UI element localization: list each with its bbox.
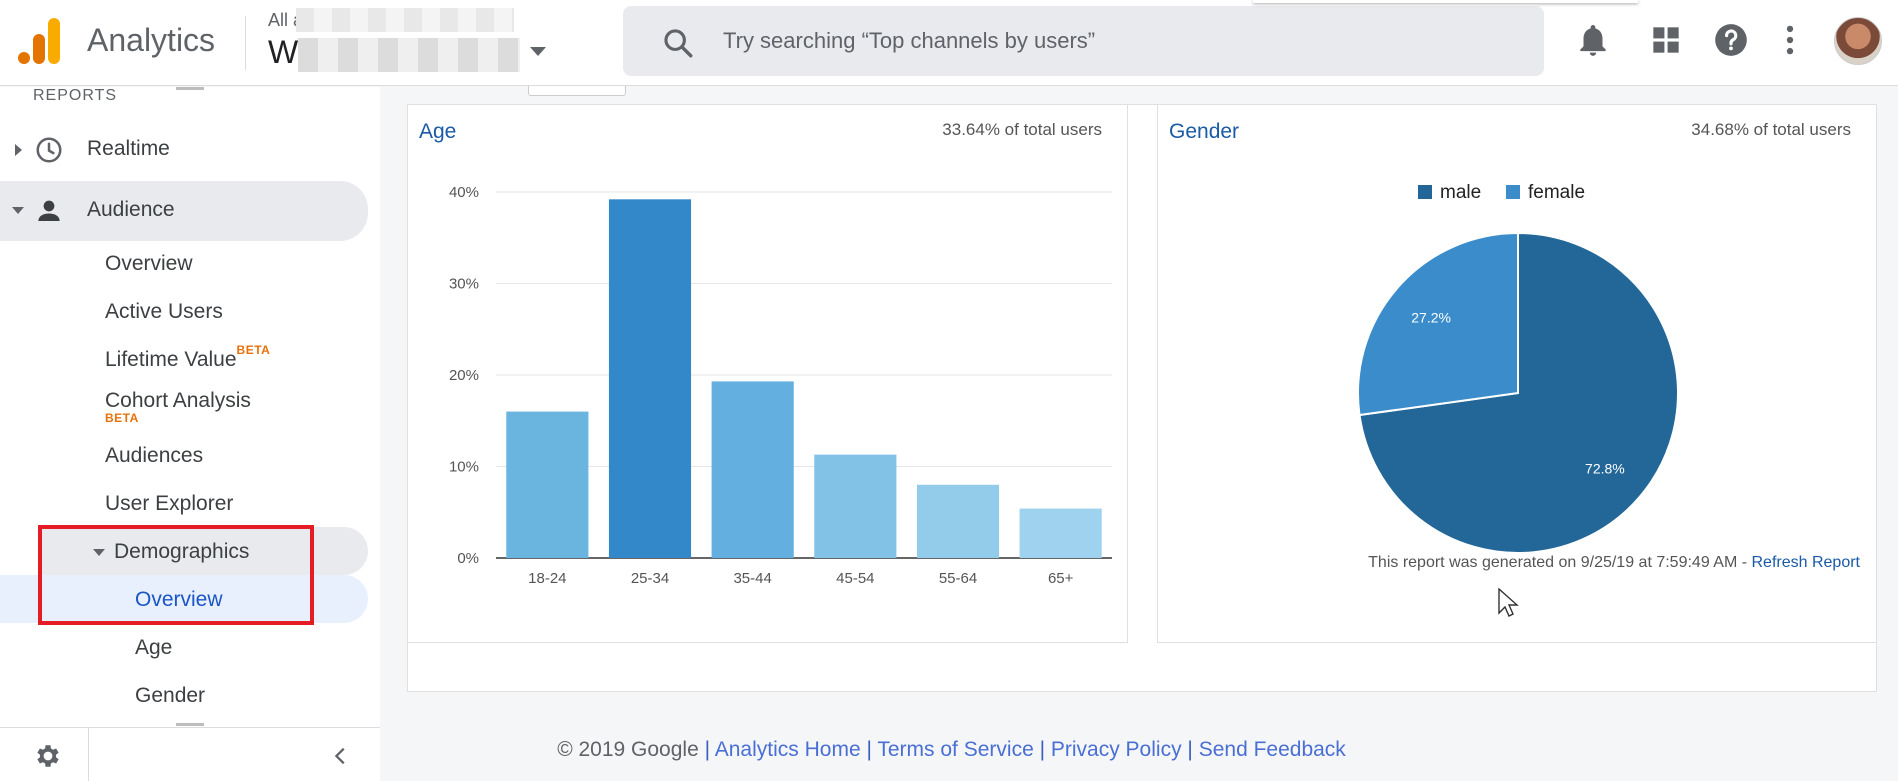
bar-45-54[interactable] [814, 454, 897, 558]
age-total-users: 33.64% of total users [942, 120, 1102, 139]
x-tick-label: 65+ [1048, 570, 1074, 587]
selected-item-highlight [0, 575, 368, 623]
search-bar[interactable] [623, 6, 1544, 76]
mouse-cursor-icon [1498, 588, 1519, 617]
beta-badge: BETA [105, 411, 139, 425]
highlight-annotation-box [38, 525, 314, 625]
top-header: Analytics All a s and Sol... W [0, 0, 1898, 86]
clock-icon [36, 137, 62, 163]
collapse-arrow-icon[interactable] [12, 207, 24, 214]
sidebar-item-age[interactable]: Age [135, 636, 173, 659]
legend-label-male[interactable]: male [1440, 182, 1481, 203]
bar-35-44[interactable] [711, 381, 794, 558]
search-icon[interactable] [661, 26, 695, 60]
analytics-home-link[interactable]: Analytics Home [714, 738, 861, 761]
sidebar-item-cohort-analysis[interactable]: Cohort Analysis BETA [105, 389, 251, 425]
footer-separator: | [698, 738, 715, 761]
pie-slice-female[interactable] [1357, 231, 1519, 417]
collapse-arrow-icon[interactable] [93, 549, 105, 556]
search-input[interactable] [723, 6, 1503, 76]
header-divider [245, 16, 246, 70]
x-tick-label: 35-44 [733, 570, 771, 587]
pie-label-male: 72.8% [1585, 461, 1625, 477]
sidebar-footer [0, 727, 380, 781]
sidebar-item-overview[interactable]: Overview [105, 252, 193, 275]
sidebar-item-label: Demographics [114, 540, 250, 563]
y-tick-label: 10% [449, 459, 479, 476]
legend-swatch-male [1418, 185, 1432, 199]
bar-65+[interactable] [1019, 508, 1102, 558]
redacted-account-path [296, 8, 514, 32]
footer-separator: | [860, 738, 878, 761]
y-tick-label: 30% [449, 276, 479, 293]
account-name[interactable]: W [268, 34, 299, 70]
sidebar-nav: REPORTS Realtime Audience Overview Activ… [0, 87, 380, 727]
footer-divider [88, 728, 89, 781]
age-panel-title[interactable]: Age [419, 120, 457, 143]
gender-pie-chart: male female 72.8% 27.2% [1357, 182, 1679, 554]
beta-badge: BETA [236, 343, 271, 357]
report-generated-text: This report was generated on 9/25/19 at … [1368, 554, 1752, 571]
legend-swatch-female [1506, 185, 1520, 199]
bar-25-34[interactable] [608, 199, 692, 558]
app-title[interactable]: Analytics [87, 22, 216, 58]
refresh-report-link[interactable]: Refresh Report [1751, 554, 1861, 571]
account-dropdown-caret-icon[interactable] [530, 47, 546, 56]
help-icon[interactable] [1712, 20, 1750, 60]
redacted-account-name [298, 38, 520, 72]
y-tick-label: 40% [449, 184, 479, 201]
gender-panel: Gender 34.68% of total users male female 7… [1157, 104, 1877, 643]
scroll-indicator [176, 723, 204, 726]
copyright-text: © 2019 Google [557, 738, 699, 761]
page-footer: © 2019 Google | Analytics Home | Terms o… [0, 738, 1898, 762]
more-vert-icon[interactable] [1771, 20, 1809, 60]
tab-stub [528, 86, 626, 96]
expand-arrow-icon[interactable] [15, 144, 22, 156]
gender-total-users: 34.68% of total users [1691, 120, 1851, 139]
sidebar-item-demographics-overview[interactable]: Overview [135, 588, 223, 611]
sidebar-item-user-explorer[interactable]: User Explorer [105, 492, 234, 515]
sidebar-item-label: Cohort Analysis [105, 389, 251, 412]
user-avatar[interactable] [1834, 17, 1882, 65]
footer-separator: | [1181, 738, 1199, 761]
sidebar-item-label: Audience [87, 198, 175, 221]
apps-grid-icon[interactable] [1647, 20, 1685, 60]
x-tick-label: 18-24 [528, 570, 566, 587]
analytics-logo-icon[interactable] [18, 18, 60, 64]
x-tick-label: 45-54 [836, 570, 874, 587]
popup-edge [1253, 0, 1638, 3]
gear-icon[interactable] [33, 741, 63, 771]
sidebar-item-label: Realtime [87, 137, 170, 160]
person-icon [38, 200, 60, 221]
sidebar-item-gender[interactable]: Gender [135, 684, 206, 707]
pie-label-female: 27.2% [1411, 309, 1451, 325]
privacy-policy-link[interactable]: Privacy Policy [1050, 738, 1182, 761]
x-tick-label: 25-34 [631, 570, 669, 587]
x-tick-label: 55-64 [939, 570, 977, 587]
bar-55-64[interactable] [916, 484, 1000, 558]
legend-label-female[interactable]: female [1528, 182, 1585, 203]
sidebar-item-realtime[interactable]: Realtime [0, 122, 368, 178]
terms-of-service-link[interactable]: Terms of Service [877, 738, 1034, 761]
sidebar-item-audience[interactable]: Audience [0, 181, 368, 241]
bell-icon[interactable] [1574, 20, 1612, 60]
sidebar-item-audiences[interactable]: Audiences [105, 444, 204, 467]
collapse-sidebar-icon[interactable] [330, 744, 352, 768]
age-bar-chart: 0% 10% 20% 30% 40% 18-24 25-34 35-44 45-54 55-64 6… [449, 184, 1112, 587]
sidebar-item-label: Lifetime Value [105, 348, 237, 371]
age-panel: Age 33.64% of total users 0% 10% 20% 30% 40%… [407, 104, 1128, 643]
send-feedback-link[interactable]: Send Feedback [1198, 738, 1346, 761]
reports-section-label: REPORTS [33, 87, 118, 104]
gender-panel-title[interactable]: Gender [1169, 120, 1240, 143]
footer-separator: | [1033, 738, 1051, 761]
scroll-indicator [176, 87, 204, 90]
sidebar-item-lifetime-value[interactable]: Lifetime ValueBETA [105, 343, 270, 372]
bar-18-24[interactable] [506, 411, 589, 558]
report-generated-info: This report was generated on 9/25/19 at … [1368, 554, 1860, 572]
y-tick-label: 20% [449, 367, 479, 384]
sidebar-item-active-users[interactable]: Active Users [105, 300, 223, 323]
y-tick-label: 0% [457, 550, 479, 567]
